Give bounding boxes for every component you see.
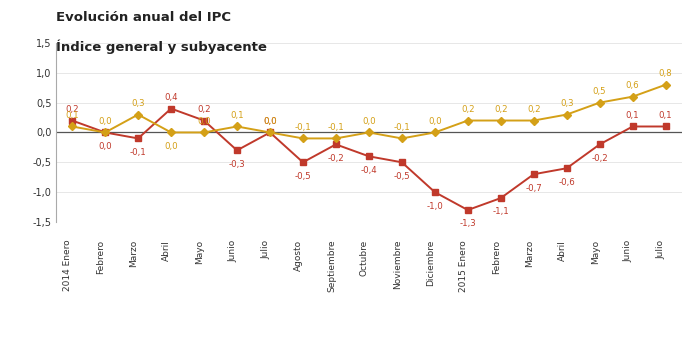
General xyxy=(266,130,274,135)
Text: Febrero: Febrero xyxy=(96,240,105,274)
Line: General: General xyxy=(69,106,669,213)
Text: Junio: Junio xyxy=(228,240,237,262)
Subyacente xyxy=(167,130,175,135)
Text: Agosto: Agosto xyxy=(294,240,303,271)
Subyacente xyxy=(266,130,274,135)
Text: -0,2: -0,2 xyxy=(592,154,608,163)
General xyxy=(233,148,242,153)
Text: -0,5: -0,5 xyxy=(294,172,311,181)
Text: -0,3: -0,3 xyxy=(228,160,246,169)
Text: 0,0: 0,0 xyxy=(428,117,442,126)
Text: 0,0: 0,0 xyxy=(197,117,211,126)
Text: 0,0: 0,0 xyxy=(362,117,376,126)
Text: 0,5: 0,5 xyxy=(593,87,606,96)
Text: -0,2: -0,2 xyxy=(328,154,345,163)
Text: Abril: Abril xyxy=(162,240,171,261)
General xyxy=(365,154,373,159)
Text: -1,0: -1,0 xyxy=(427,202,443,211)
General xyxy=(68,118,77,123)
General xyxy=(200,118,208,123)
General xyxy=(134,136,142,141)
Subyacente xyxy=(134,112,142,117)
General xyxy=(332,142,340,146)
Subyacente xyxy=(332,136,340,141)
Subyacente xyxy=(661,83,670,87)
Text: 0,2: 0,2 xyxy=(494,105,507,114)
Text: -0,4: -0,4 xyxy=(361,166,377,175)
Subyacente xyxy=(464,118,472,123)
Text: 0,6: 0,6 xyxy=(626,81,640,90)
Text: 0,3: 0,3 xyxy=(560,99,574,108)
Text: 0,1: 0,1 xyxy=(659,111,672,120)
Text: 0,2: 0,2 xyxy=(197,105,211,114)
Subyacente xyxy=(397,136,406,141)
Text: -0,5: -0,5 xyxy=(393,172,410,181)
General xyxy=(101,130,109,135)
Text: 0,0: 0,0 xyxy=(98,142,112,151)
General xyxy=(397,160,406,164)
Text: 0,1: 0,1 xyxy=(65,111,79,120)
Text: Mayo: Mayo xyxy=(195,240,204,264)
Text: Diciembre: Diciembre xyxy=(426,240,435,286)
Text: -0,1: -0,1 xyxy=(294,123,311,132)
Text: 2014 Enero: 2014 Enero xyxy=(63,240,72,291)
General xyxy=(496,196,505,200)
Text: 2015 Enero: 2015 Enero xyxy=(459,240,468,292)
Text: 0,2: 0,2 xyxy=(461,105,475,114)
Subyacente xyxy=(200,130,208,135)
Text: 0,1: 0,1 xyxy=(230,111,244,120)
Text: Mayo: Mayo xyxy=(591,240,600,264)
Text: 0,2: 0,2 xyxy=(65,105,79,114)
Subyacente xyxy=(299,136,307,141)
Text: -1,3: -1,3 xyxy=(459,219,476,228)
General xyxy=(596,142,604,146)
Text: 0,8: 0,8 xyxy=(659,69,672,78)
Text: Índice general y subyacente: Índice general y subyacente xyxy=(56,39,267,54)
Text: 0,0: 0,0 xyxy=(98,117,112,126)
General xyxy=(628,124,637,129)
Text: -0,1: -0,1 xyxy=(393,123,410,132)
Text: Septiembre: Septiembre xyxy=(327,240,336,292)
Text: Noviembre: Noviembre xyxy=(393,240,402,289)
Subyacente xyxy=(68,124,77,129)
Line: Subyacente: Subyacente xyxy=(69,82,669,141)
Text: 0,4: 0,4 xyxy=(164,93,178,102)
Text: Junio: Junio xyxy=(624,240,633,262)
Text: 0,0: 0,0 xyxy=(164,142,178,151)
General xyxy=(167,106,175,111)
Text: 0,0: 0,0 xyxy=(263,117,277,126)
Text: -0,1: -0,1 xyxy=(328,123,345,132)
Subyacente xyxy=(628,95,637,99)
Text: -0,7: -0,7 xyxy=(525,184,542,193)
General xyxy=(431,190,439,194)
Subyacente xyxy=(562,112,571,117)
Text: Octubre: Octubre xyxy=(360,240,369,276)
Text: -1,1: -1,1 xyxy=(492,208,509,217)
Subyacente xyxy=(431,130,439,135)
Subyacente xyxy=(101,130,109,135)
Text: 0,2: 0,2 xyxy=(527,105,541,114)
Text: Abril: Abril xyxy=(557,240,567,261)
Text: -0,1: -0,1 xyxy=(129,148,146,157)
General xyxy=(464,208,472,212)
Subyacente xyxy=(233,124,242,129)
Text: 0,3: 0,3 xyxy=(132,99,145,108)
Text: Julio: Julio xyxy=(656,240,665,259)
Subyacente xyxy=(496,118,505,123)
Text: 0,0: 0,0 xyxy=(263,117,277,126)
Subyacente xyxy=(596,101,604,105)
Subyacente xyxy=(365,130,373,135)
Text: Febrero: Febrero xyxy=(492,240,500,274)
General xyxy=(661,124,670,129)
Text: 0,1: 0,1 xyxy=(626,111,640,120)
Text: Julio: Julio xyxy=(261,240,270,259)
General xyxy=(562,166,571,170)
General xyxy=(299,160,307,164)
Text: Evolución anual del IPC: Evolución anual del IPC xyxy=(56,11,230,24)
Text: Marzo: Marzo xyxy=(129,240,138,267)
Subyacente xyxy=(530,118,538,123)
Text: Marzo: Marzo xyxy=(525,240,534,267)
General xyxy=(530,172,538,176)
Text: -0,6: -0,6 xyxy=(558,178,575,187)
